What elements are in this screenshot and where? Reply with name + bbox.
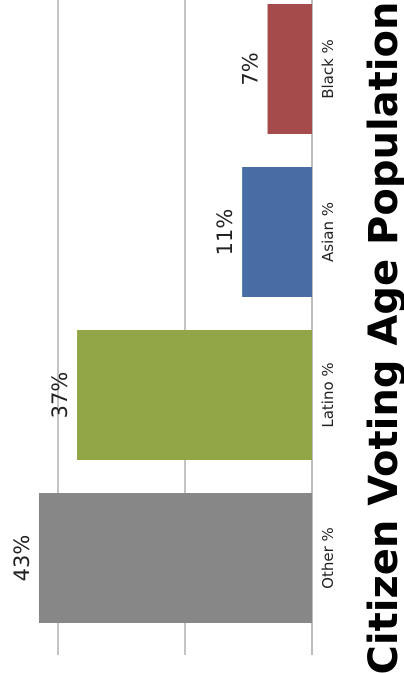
chart-title: Citizen Voting Age Population [361,2,404,673]
data-label: 11% [213,209,237,256]
tick-label: Black % [319,39,337,99]
bars [38,4,312,623]
data-label: 43% [10,535,34,582]
bar-other [38,493,312,623]
data-label: 37% [48,372,72,419]
tick-label: Asian % [319,202,337,262]
category-tick-labels: Other % Latino % Asian % Black % [319,39,337,589]
bar-latino [77,330,312,460]
data-labels: 43% 37% 11% 7% [10,52,263,581]
data-label: 7% [239,52,263,85]
tick-label: Other % [319,527,337,589]
bar-asian [242,167,312,297]
bar-black [267,4,312,134]
tick-label: Latino % [319,362,337,427]
